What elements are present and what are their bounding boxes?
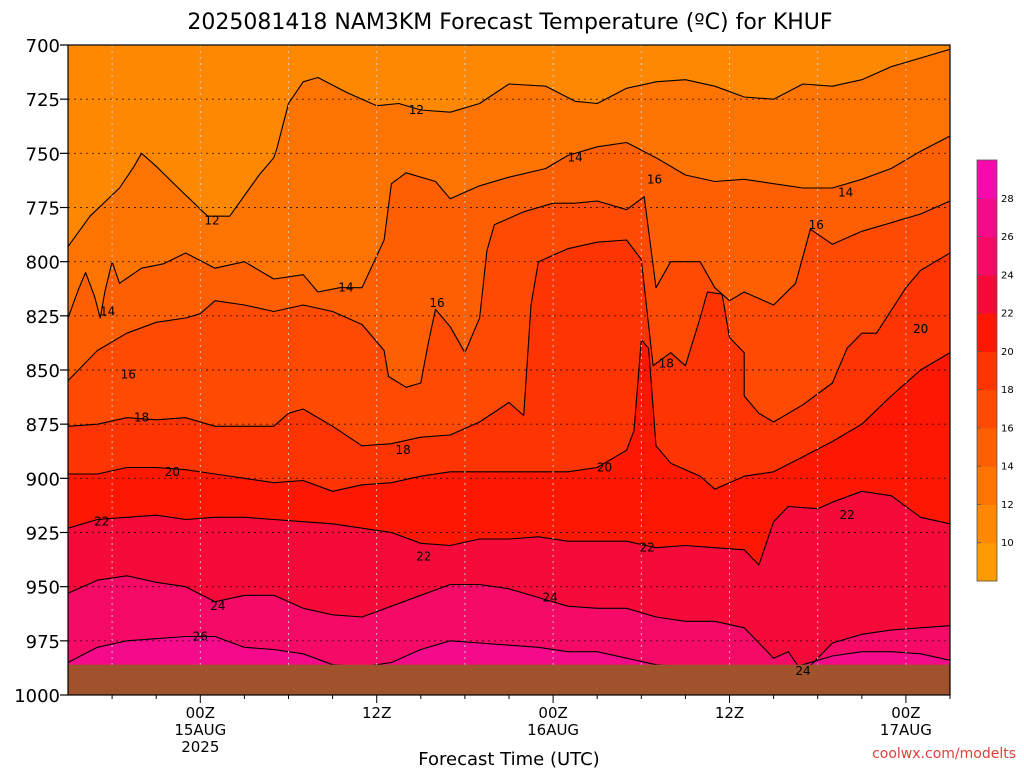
colorbar-segment: [977, 504, 997, 544]
colorbar-segment: [977, 427, 997, 467]
contour-label: 14: [100, 305, 115, 319]
colorbar-frame: [976, 159, 998, 582]
colorbar-segment: [977, 313, 997, 352]
contour-label: 12: [409, 103, 424, 117]
x-tick-label: 15AUG: [174, 721, 226, 739]
y-tick-label: 725: [26, 90, 60, 111]
y-tick-label: 925: [26, 524, 60, 545]
x-tick-label: 00Z: [186, 704, 215, 722]
colorbar-tick-label: 20: [1001, 347, 1014, 358]
colorbar-tick-label: 12: [1001, 500, 1014, 511]
y-tick-label: 975: [26, 632, 60, 653]
colorbar-tick-label: 22: [1001, 309, 1014, 320]
y-tick-label: 750: [26, 144, 60, 165]
credit-text[interactable]: coolwx.com/modelts: [872, 746, 1016, 762]
contour-label: 16: [429, 296, 444, 310]
y-tick-label: 800: [26, 253, 60, 274]
contour-label: 20: [913, 322, 928, 336]
contour-label: 20: [597, 461, 612, 475]
y-tick-label: 775: [26, 199, 60, 220]
contour-label: 22: [839, 508, 854, 522]
colorbar: 10 12 14 16 18 20 22 24 26 28: [976, 159, 1014, 582]
contour-label: 22: [640, 541, 655, 555]
colorbar-segment: [977, 542, 997, 582]
colorbar-tick-label: 16: [1001, 423, 1014, 434]
contour-label: 26: [193, 630, 208, 644]
isotherm-22: [68, 490, 950, 566]
x-axis-label: Forecast Time (UTC): [418, 749, 599, 768]
contour-label: 24: [210, 599, 225, 613]
y-tick-label: 950: [26, 578, 60, 599]
contour-label: 18: [134, 411, 149, 425]
y-tick-label: 1000: [14, 686, 60, 707]
colorbar-tick-label: 14: [1001, 462, 1014, 473]
y-tick-label: 875: [26, 415, 60, 436]
contour-label: 20: [165, 465, 180, 479]
contour-label: 16: [121, 367, 136, 381]
ground-layer: [68, 664, 950, 695]
contour-label: 18: [659, 357, 674, 371]
x-tick-label: 12Z: [362, 704, 391, 722]
contour-label: 14: [838, 185, 853, 199]
x-tick-label: 16AUG: [527, 721, 579, 739]
plot-area: 12 12 14 14 14 14 16 16 16 16 18 18 18 20 20 20 22 22 22 22…: [68, 45, 950, 695]
x-tick-label: 2025: [181, 738, 219, 756]
colorbar-segment: [977, 466, 997, 505]
colorbar-segment: [977, 198, 997, 238]
colorbar-segment: [977, 160, 997, 199]
isotherm-16: [68, 196, 950, 388]
chart-title: 2025081418 NAM3KM Forecast Temperature (…: [187, 10, 832, 35]
colorbar-tick-label: 26: [1001, 232, 1014, 243]
colorbar-tick-label: 28: [1001, 194, 1014, 205]
contour-label: 22: [94, 515, 109, 529]
y-axis: 700 725 750 775 800 825 850 875 900 925 950 975 1000: [14, 36, 68, 707]
colorbar-tick-label: 10: [1001, 538, 1014, 549]
grid-lines: [68, 45, 950, 695]
contour-label: 24: [795, 664, 810, 678]
contour-label: 14: [568, 151, 583, 165]
isotherm-14: [68, 135, 950, 319]
x-tick-label: 17AUG: [880, 721, 932, 739]
colorbar-segment: [977, 274, 997, 314]
isotherm-18: [68, 239, 950, 447]
y-tick-label: 700: [26, 36, 60, 57]
contour-labels: 12 12 14 14 14 14 16 16 16 16 18 18 18 20 20 20 22 22 22 22…: [94, 103, 928, 678]
contour-label: 12: [204, 214, 219, 228]
y-tick-label: 850: [26, 361, 60, 382]
y-tick-label: 900: [26, 469, 60, 490]
contour-label: 14: [338, 281, 353, 295]
contour-label: 18: [396, 443, 411, 457]
isotherm-12: [68, 48, 950, 247]
y-tick-label: 825: [26, 307, 60, 328]
temperature-bands: [68, 45, 950, 695]
colorbar-segment: [977, 389, 997, 429]
x-tick-label: 00Z: [891, 704, 920, 722]
colorbar-tick-label: 18: [1001, 385, 1014, 396]
contour-label: 16: [809, 218, 824, 232]
contour-label: 16: [647, 172, 662, 186]
x-tick-label: 00Z: [538, 704, 567, 722]
colorbar-segment: [977, 236, 997, 276]
colorbar-segment: [977, 351, 997, 391]
contour-label: 22: [416, 549, 431, 563]
x-tick-label: 12Z: [715, 704, 744, 722]
contour-label: 24: [543, 591, 558, 605]
isotherm-20: [68, 339, 950, 492]
colorbar-tick-label: 24: [1001, 270, 1014, 281]
